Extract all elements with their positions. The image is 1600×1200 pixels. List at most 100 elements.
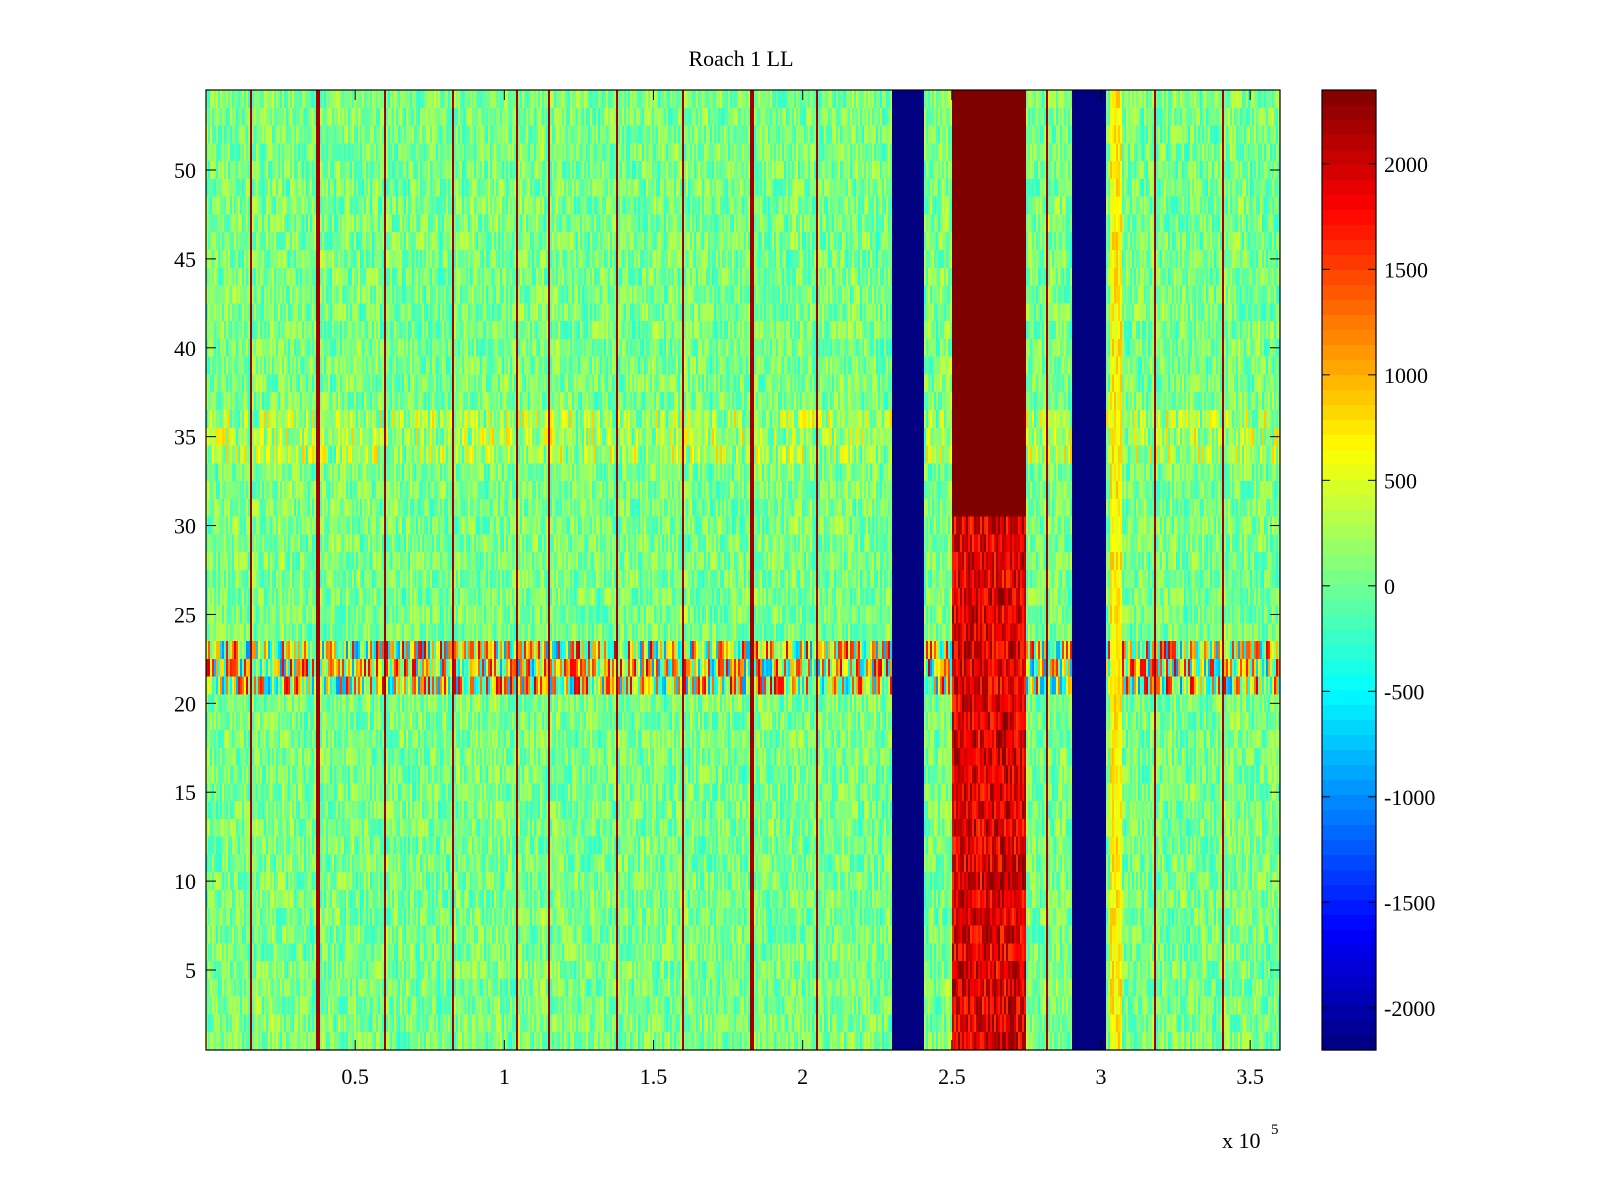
colorbar-frame [1321,89,1377,1051]
colorbar-step [1322,90,1376,106]
colorbar-step [1322,825,1376,841]
colorbar-step [1322,435,1376,451]
y-tick-label: 45 [174,247,196,272]
colorbar-step [1322,210,1376,226]
colorbar-step [1322,375,1376,391]
colorbar-step [1322,1035,1376,1051]
x-tick-label: 1.5 [640,1064,668,1089]
colorbar-tick-label: 2000 [1384,152,1428,177]
x-tick-label: 3 [1096,1064,1107,1089]
x-tick-label: 2.5 [938,1064,966,1089]
heatmap-cells [206,90,1280,1050]
colorbar-step [1322,810,1376,826]
x-axis-multiplier-exponent: 5 [1271,1122,1279,1138]
plot-frame [205,89,1281,1051]
colorbar-tick-label: -2000 [1384,996,1435,1021]
colorbar-step [1322,360,1376,376]
colorbar-step [1322,270,1376,286]
x-axis-multiplier: x 10 [1222,1128,1261,1153]
colorbar-step [1322,900,1376,916]
colorbar-tick-label: -500 [1384,679,1424,704]
colorbar-step [1322,975,1376,991]
colorbar-step [1322,510,1376,526]
y-tick-label: 15 [174,780,196,805]
colorbar-step [1322,150,1376,166]
colorbar-step [1322,945,1376,961]
colorbar-step [1322,495,1376,511]
x-multiplier-base: x 10 [1222,1128,1261,1153]
colorbar-step [1322,915,1376,931]
colorbar-step [1322,240,1376,256]
colorbar-step [1322,1020,1376,1036]
colorbar-step [1322,165,1376,181]
colorbar-step [1322,105,1376,121]
y-tick-label: 10 [174,869,196,894]
colorbar-tick-label: 500 [1384,468,1417,493]
colorbar-step [1322,465,1376,481]
colorbar-step [1322,720,1376,736]
colorbar-step [1322,120,1376,136]
colorbar-step [1322,660,1376,676]
x-tick-label: 3.5 [1236,1064,1264,1089]
colorbar-step [1322,315,1376,331]
y-tick-label: 5 [185,958,196,983]
colorbar-step [1322,570,1376,586]
colorbar-step [1322,285,1376,301]
colorbar-step [1322,645,1376,661]
colorbar-step [1322,990,1376,1006]
colorbar-tick-label: 0 [1384,574,1395,599]
colorbar-step [1322,735,1376,751]
colorbar-step [1322,330,1376,346]
colorbar-step [1322,960,1376,976]
colorbar-tick-label: -1000 [1384,785,1435,810]
colorbar-step [1322,885,1376,901]
colorbar-step [1322,585,1376,601]
colorbar-step [1322,630,1376,646]
chart-title: Roach 1 LL [688,46,793,71]
y-tick-label: 50 [174,158,196,183]
colorbar-step [1322,855,1376,871]
x-tick-label: 0.5 [341,1064,369,1089]
colorbar-step [1322,930,1376,946]
colorbar-step [1322,555,1376,571]
colorbar-step [1322,420,1376,436]
y-tick-label: 35 [174,425,196,450]
colorbar [1322,90,1376,1051]
y-tick-label: 40 [174,336,196,361]
colorbar-step [1322,390,1376,406]
y-tick-label: 20 [174,691,196,716]
colorbar-step [1322,705,1376,721]
colorbar-step [1322,600,1376,616]
x-axis: 0.5 1 1.5 2 2.5 3 3.5 [341,90,1264,1089]
y-tick-label: 25 [174,602,196,627]
colorbar-step [1322,195,1376,211]
colorbar-step [1322,405,1376,421]
colorbar-step [1322,870,1376,886]
x-tick-label: 1 [499,1064,510,1089]
colorbar-step [1322,765,1376,781]
y-tick-label: 30 [174,514,196,539]
colorbar-step [1322,255,1376,271]
colorbar-step [1322,840,1376,856]
y-axis: 5 10 15 20 25 30 35 40 45 50 [174,158,1280,983]
colorbar-step [1322,795,1376,811]
colorbar-tick-label: 1000 [1384,363,1428,388]
colorbar-step [1322,1005,1376,1021]
colorbar-tick-label: 1500 [1384,257,1428,282]
plot-area [206,90,1280,1050]
colorbar-axis: 2000 1500 1000 500 0 -500 -1000 -1500 -2000 [1322,152,1435,1021]
colorbar-step [1322,135,1376,151]
colorbar-step [1322,750,1376,766]
colorbar-step [1322,690,1376,706]
colorbar-tick-label: -1500 [1384,890,1435,915]
colorbar-step [1322,780,1376,796]
x-tick-label: 2 [797,1064,808,1089]
colorbar-step [1322,615,1376,631]
colorbar-step [1322,450,1376,466]
colorbar-step [1322,345,1376,361]
colorbar-step [1322,675,1376,691]
colorbar-step [1322,525,1376,541]
colorbar-step [1322,480,1376,496]
colorbar-step [1322,180,1376,196]
